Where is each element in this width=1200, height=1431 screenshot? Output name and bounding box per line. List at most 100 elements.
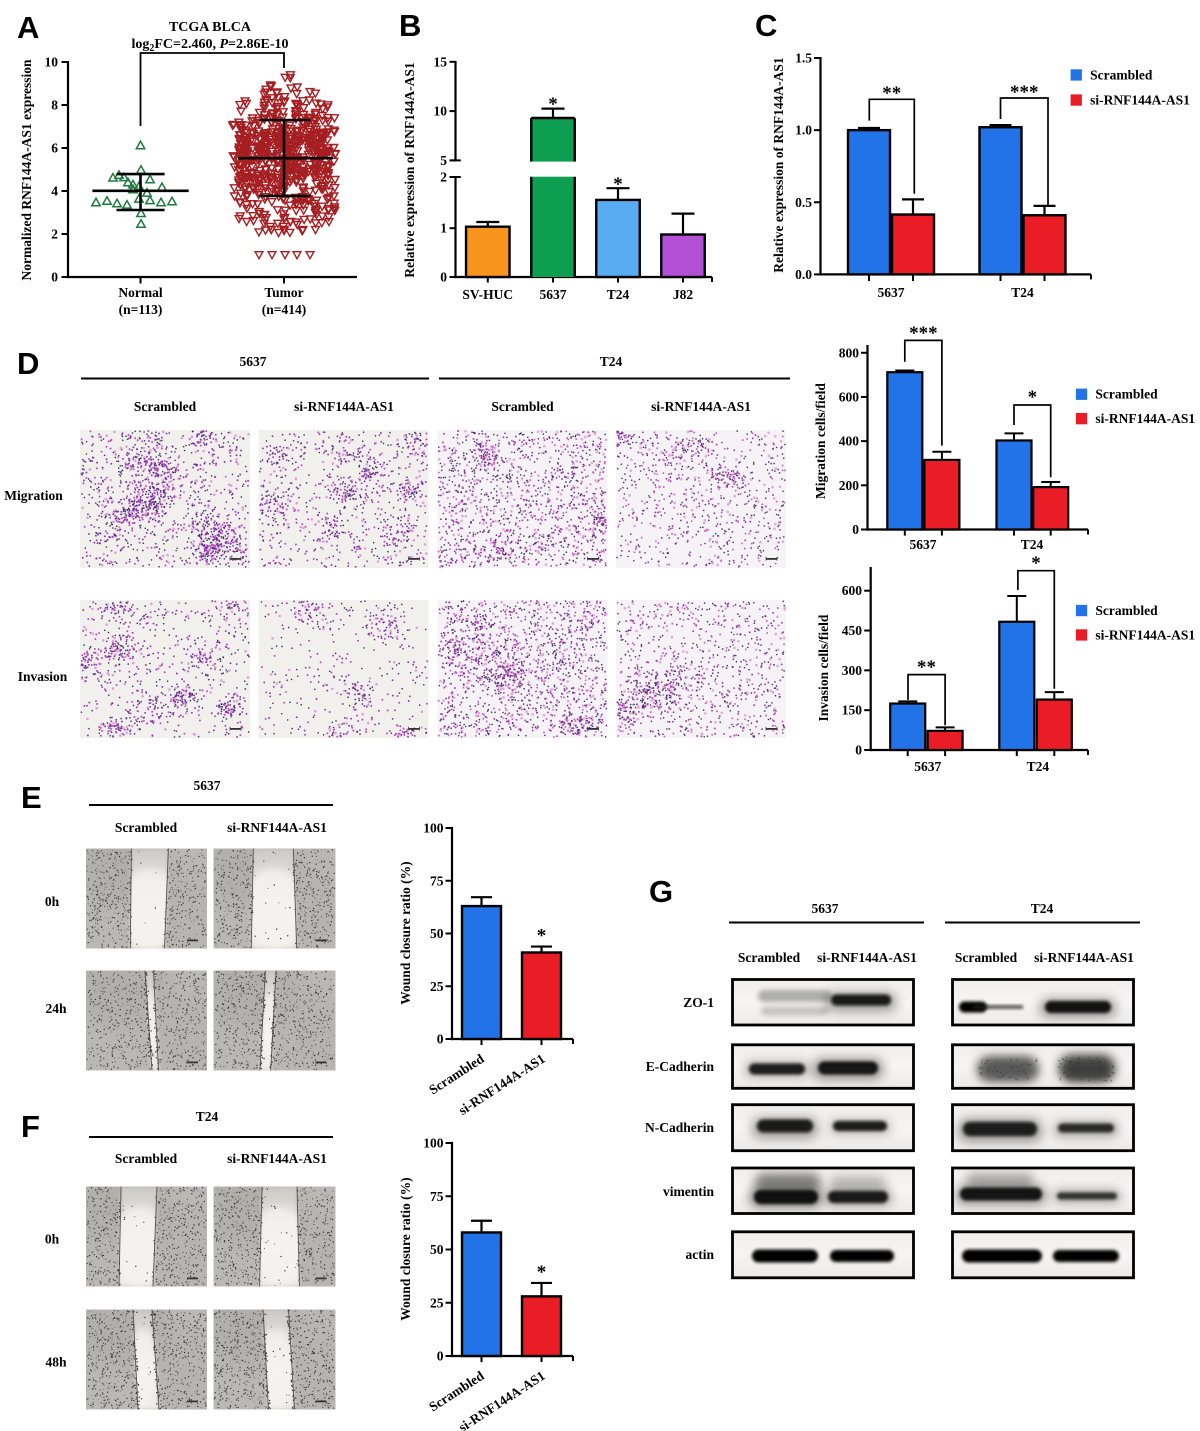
svg-text:C: C — [755, 8, 777, 43]
svg-text:Normal: Normal — [118, 285, 162, 300]
svg-text:400: 400 — [839, 434, 860, 449]
svg-text:5637: 5637 — [240, 354, 267, 369]
svg-text:si-RNF144A-AS1: si-RNF144A-AS1 — [817, 950, 917, 965]
svg-text:A: A — [17, 10, 39, 45]
svg-text:***: *** — [1010, 82, 1039, 103]
svg-text:25: 25 — [430, 979, 444, 994]
svg-text:G: G — [649, 874, 673, 909]
svg-text:1.5: 1.5 — [795, 50, 812, 65]
svg-text:(n=414): (n=414) — [262, 302, 306, 317]
svg-text:50: 50 — [430, 926, 444, 941]
svg-text:Invasion: Invasion — [18, 669, 68, 684]
svg-text:0: 0 — [440, 270, 447, 285]
svg-text:T24: T24 — [1021, 537, 1044, 552]
svg-text:***: *** — [909, 323, 938, 344]
svg-text:si-RNF144A-AS1: si-RNF144A-AS1 — [227, 820, 327, 835]
svg-text:Scrambled: Scrambled — [955, 950, 1018, 965]
svg-text:10: 10 — [45, 55, 59, 70]
svg-text:100: 100 — [423, 1136, 444, 1151]
svg-text:T24: T24 — [1011, 285, 1034, 300]
svg-text:0: 0 — [855, 743, 862, 758]
svg-text:N-Cadherin: N-Cadherin — [645, 1120, 714, 1135]
svg-text:5: 5 — [440, 153, 447, 168]
svg-text:T24: T24 — [1031, 901, 1054, 916]
svg-text:Migration: Migration — [4, 488, 63, 503]
svg-text:J82: J82 — [673, 287, 694, 302]
svg-text:si-RNF144A-AS1: si-RNF144A-AS1 — [1095, 411, 1195, 426]
svg-text:0: 0 — [437, 1032, 444, 1047]
svg-text:2: 2 — [440, 170, 447, 185]
svg-text:5637: 5637 — [914, 759, 941, 774]
svg-text:si-RNF144A-AS1: si-RNF144A-AS1 — [1095, 627, 1195, 642]
svg-text:Scrambled: Scrambled — [115, 820, 178, 835]
svg-text:Scrambled: Scrambled — [1095, 603, 1158, 618]
svg-text:5637: 5637 — [812, 901, 839, 916]
svg-text:5637: 5637 — [910, 537, 937, 552]
svg-text:Relative expression of RNF144A: Relative expression of RNF144A-AS1 — [771, 57, 786, 273]
svg-text:actin: actin — [686, 1247, 715, 1262]
svg-text:Relative expression of RNF144A: Relative expression of RNF144A-AS1 — [402, 62, 417, 278]
svg-text:Normalized RNF144A-AS1 express: Normalized RNF144A-AS1 expression — [19, 59, 34, 280]
svg-text:5637: 5637 — [194, 778, 221, 793]
svg-text:75: 75 — [430, 1189, 444, 1204]
svg-text:*: * — [613, 174, 623, 195]
svg-text:D: D — [17, 346, 39, 381]
svg-text:600: 600 — [839, 389, 860, 404]
svg-text:B: B — [399, 8, 421, 43]
svg-text:5637: 5637 — [540, 287, 567, 302]
svg-text:Wound closure ratio (%): Wound closure ratio (%) — [398, 861, 413, 1004]
svg-text:**: ** — [882, 83, 901, 104]
svg-text:0: 0 — [437, 1349, 444, 1364]
svg-text:0.5: 0.5 — [795, 195, 812, 210]
svg-text:15: 15 — [434, 54, 448, 69]
svg-text:Scrambled: Scrambled — [491, 399, 554, 414]
svg-text:si-RNF144A-AS1: si-RNF144A-AS1 — [1090, 92, 1190, 107]
svg-text:Scrambled: Scrambled — [134, 399, 197, 414]
svg-text:TCGA BLCA: TCGA BLCA — [169, 20, 252, 35]
svg-text:50: 50 — [430, 1242, 444, 1257]
svg-text:Invasion cells/field: Invasion cells/field — [816, 614, 831, 721]
svg-text:E-Cadherin: E-Cadherin — [646, 1059, 715, 1074]
svg-text:0: 0 — [852, 522, 859, 537]
svg-text:si-RNF144A-AS1: si-RNF144A-AS1 — [651, 399, 751, 414]
svg-text:*: * — [1028, 387, 1038, 408]
svg-text:200: 200 — [839, 478, 860, 493]
svg-text:Scrambled: Scrambled — [1095, 387, 1158, 402]
svg-text:T24: T24 — [196, 1109, 219, 1124]
svg-text:600: 600 — [842, 583, 863, 598]
svg-text:SV-HUC: SV-HUC — [462, 287, 513, 302]
svg-text:10: 10 — [434, 104, 448, 119]
svg-text:48h: 48h — [45, 1355, 67, 1370]
svg-text:300: 300 — [842, 663, 863, 678]
svg-text:vimentin: vimentin — [663, 1184, 714, 1199]
svg-text:log2FC=2.460, P=2.86E-10: log2FC=2.460, P=2.86E-10 — [131, 37, 288, 54]
svg-text:800: 800 — [839, 345, 860, 360]
svg-text:0: 0 — [51, 270, 58, 285]
svg-text:**: ** — [917, 657, 936, 678]
svg-text:6: 6 — [51, 141, 58, 156]
svg-text:1.0: 1.0 — [795, 123, 812, 138]
svg-text:2: 2 — [51, 227, 58, 242]
svg-text:Tumor: Tumor — [264, 285, 303, 300]
svg-text:*: * — [537, 1262, 547, 1283]
svg-text:100: 100 — [423, 821, 444, 836]
svg-text:450: 450 — [842, 623, 863, 638]
svg-text:5637: 5637 — [878, 285, 905, 300]
svg-text:T24: T24 — [607, 287, 630, 302]
svg-text:E: E — [21, 780, 42, 815]
svg-text:Scrambled: Scrambled — [1090, 67, 1153, 82]
svg-text:T24: T24 — [600, 354, 623, 369]
svg-text:ZO-1: ZO-1 — [683, 995, 714, 1010]
svg-text:150: 150 — [842, 703, 863, 718]
svg-text:si-RNF144A-AS1: si-RNF144A-AS1 — [294, 399, 394, 414]
svg-text:Wound closure ratio (%): Wound closure ratio (%) — [398, 1177, 413, 1320]
svg-text:*: * — [1031, 553, 1041, 574]
svg-text:*: * — [537, 926, 547, 947]
svg-text:0.0: 0.0 — [795, 267, 812, 282]
svg-text:1: 1 — [440, 221, 447, 236]
svg-text:F: F — [21, 1109, 40, 1144]
svg-text:24h: 24h — [45, 1001, 67, 1016]
svg-text:Scrambled: Scrambled — [115, 1151, 178, 1166]
svg-text:25: 25 — [430, 1295, 444, 1310]
svg-text:4: 4 — [51, 184, 58, 199]
